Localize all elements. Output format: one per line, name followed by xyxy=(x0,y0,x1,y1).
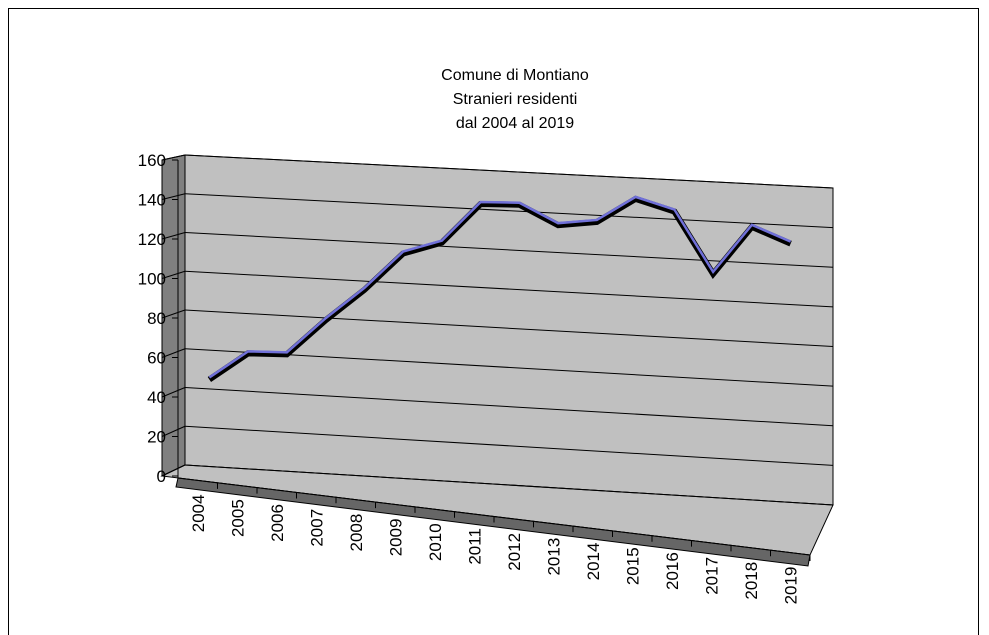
x-tick-label: 2013 xyxy=(544,538,563,576)
x-tick-label: 2017 xyxy=(702,557,721,595)
x-tick-label: 2019 xyxy=(781,567,800,605)
x-tick-label: 2016 xyxy=(663,552,682,590)
grid-line xyxy=(184,309,834,347)
grid-line xyxy=(184,270,834,308)
grid-line xyxy=(161,309,186,319)
chart-title: Stranieri residenti xyxy=(453,91,578,108)
x-tick-label: 2010 xyxy=(426,523,445,561)
chart-title: dal 2004 al 2019 xyxy=(456,115,574,132)
grid-line xyxy=(161,348,186,358)
x-tick-label: 2004 xyxy=(189,494,208,532)
x-tick-label: 2012 xyxy=(505,533,524,571)
y-tick-label: 120 xyxy=(138,230,166,249)
y-tick-label: 40 xyxy=(147,388,166,407)
grid-line xyxy=(184,464,834,506)
x-tick-label: 2006 xyxy=(268,504,287,542)
y-tick-label: 60 xyxy=(147,349,166,368)
y-tick-label: 20 xyxy=(147,428,166,447)
grid-line xyxy=(161,154,186,161)
y-tick-label: 100 xyxy=(138,270,166,289)
y-tick-label: 0 xyxy=(157,467,166,486)
grid-line xyxy=(184,154,834,189)
x-tick-label: 2015 xyxy=(623,547,642,585)
x-tick-label: 2008 xyxy=(347,514,366,552)
frame xyxy=(8,8,979,635)
grid-line xyxy=(161,425,186,437)
y-tick-label: 140 xyxy=(138,191,166,210)
x-tick-label: 2014 xyxy=(584,543,603,581)
grid-line xyxy=(184,193,834,229)
grid-line xyxy=(161,464,186,477)
x-tick-label: 2011 xyxy=(465,528,484,565)
x-tick-label: 2005 xyxy=(228,499,247,537)
chart-title: Comune di Montiano xyxy=(441,67,589,84)
grid-line xyxy=(161,193,186,200)
grid-line xyxy=(161,232,186,240)
grid-line xyxy=(184,387,834,427)
x-tick-label: 2007 xyxy=(307,509,326,547)
line-highlight xyxy=(208,195,792,379)
grid-line xyxy=(184,425,834,466)
grid-line xyxy=(161,270,186,279)
grid-line xyxy=(184,348,834,387)
x-tick-label: 2018 xyxy=(742,562,761,600)
y-tick-label: 80 xyxy=(147,309,166,328)
grid-line xyxy=(161,387,186,398)
y-tick-label: 160 xyxy=(138,151,166,170)
x-tick-label: 2009 xyxy=(386,518,405,556)
